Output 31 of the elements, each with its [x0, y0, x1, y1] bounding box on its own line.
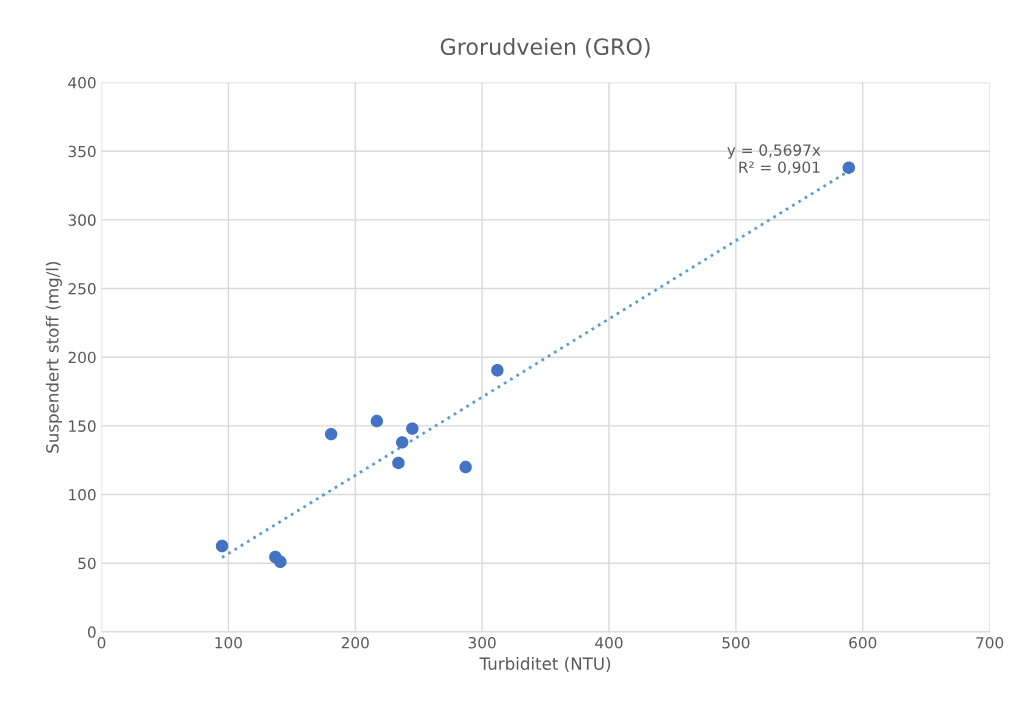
x-tick-label: 100: [215, 636, 242, 649]
point: [842, 161, 855, 174]
x-axis-title: Turbiditet (NTU): [479, 657, 611, 672]
y-tick-label: 300: [68, 214, 96, 226]
point: [395, 436, 409, 449]
y-tick-label: 250: [68, 283, 96, 295]
y-axis-title: Suspendert stoff (mg/l): [45, 262, 62, 453]
y-tick-label: 0: [87, 626, 96, 638]
y-tick-label: 400: [68, 77, 96, 89]
point: [406, 422, 419, 435]
x-tick-label: 0: [97, 636, 106, 649]
y-tick-label: 50: [78, 557, 96, 570]
point: [392, 456, 405, 470]
point: [370, 414, 384, 428]
y-tick-label: 100: [69, 488, 96, 501]
point: [274, 555, 287, 569]
point: [324, 427, 338, 441]
x-tick-label: 200: [341, 636, 369, 649]
y-tick-label: 350: [68, 145, 96, 158]
point: [215, 539, 229, 553]
y-tick-label: 150: [69, 420, 96, 432]
x-tick-label: 500: [722, 636, 750, 649]
annotation: y = 0,5697x R² = 0,901: [727, 144, 821, 175]
chart-title: Grorudveien (GRO): [440, 37, 650, 58]
x-tick-label: 300: [468, 636, 496, 649]
x-tick-label: 700: [976, 636, 1004, 649]
x-tick-label: 400: [595, 636, 623, 649]
point: [491, 364, 504, 377]
y-tick-label: 200: [68, 351, 96, 364]
x-tick-label: 600: [849, 636, 877, 649]
point: [459, 460, 472, 474]
